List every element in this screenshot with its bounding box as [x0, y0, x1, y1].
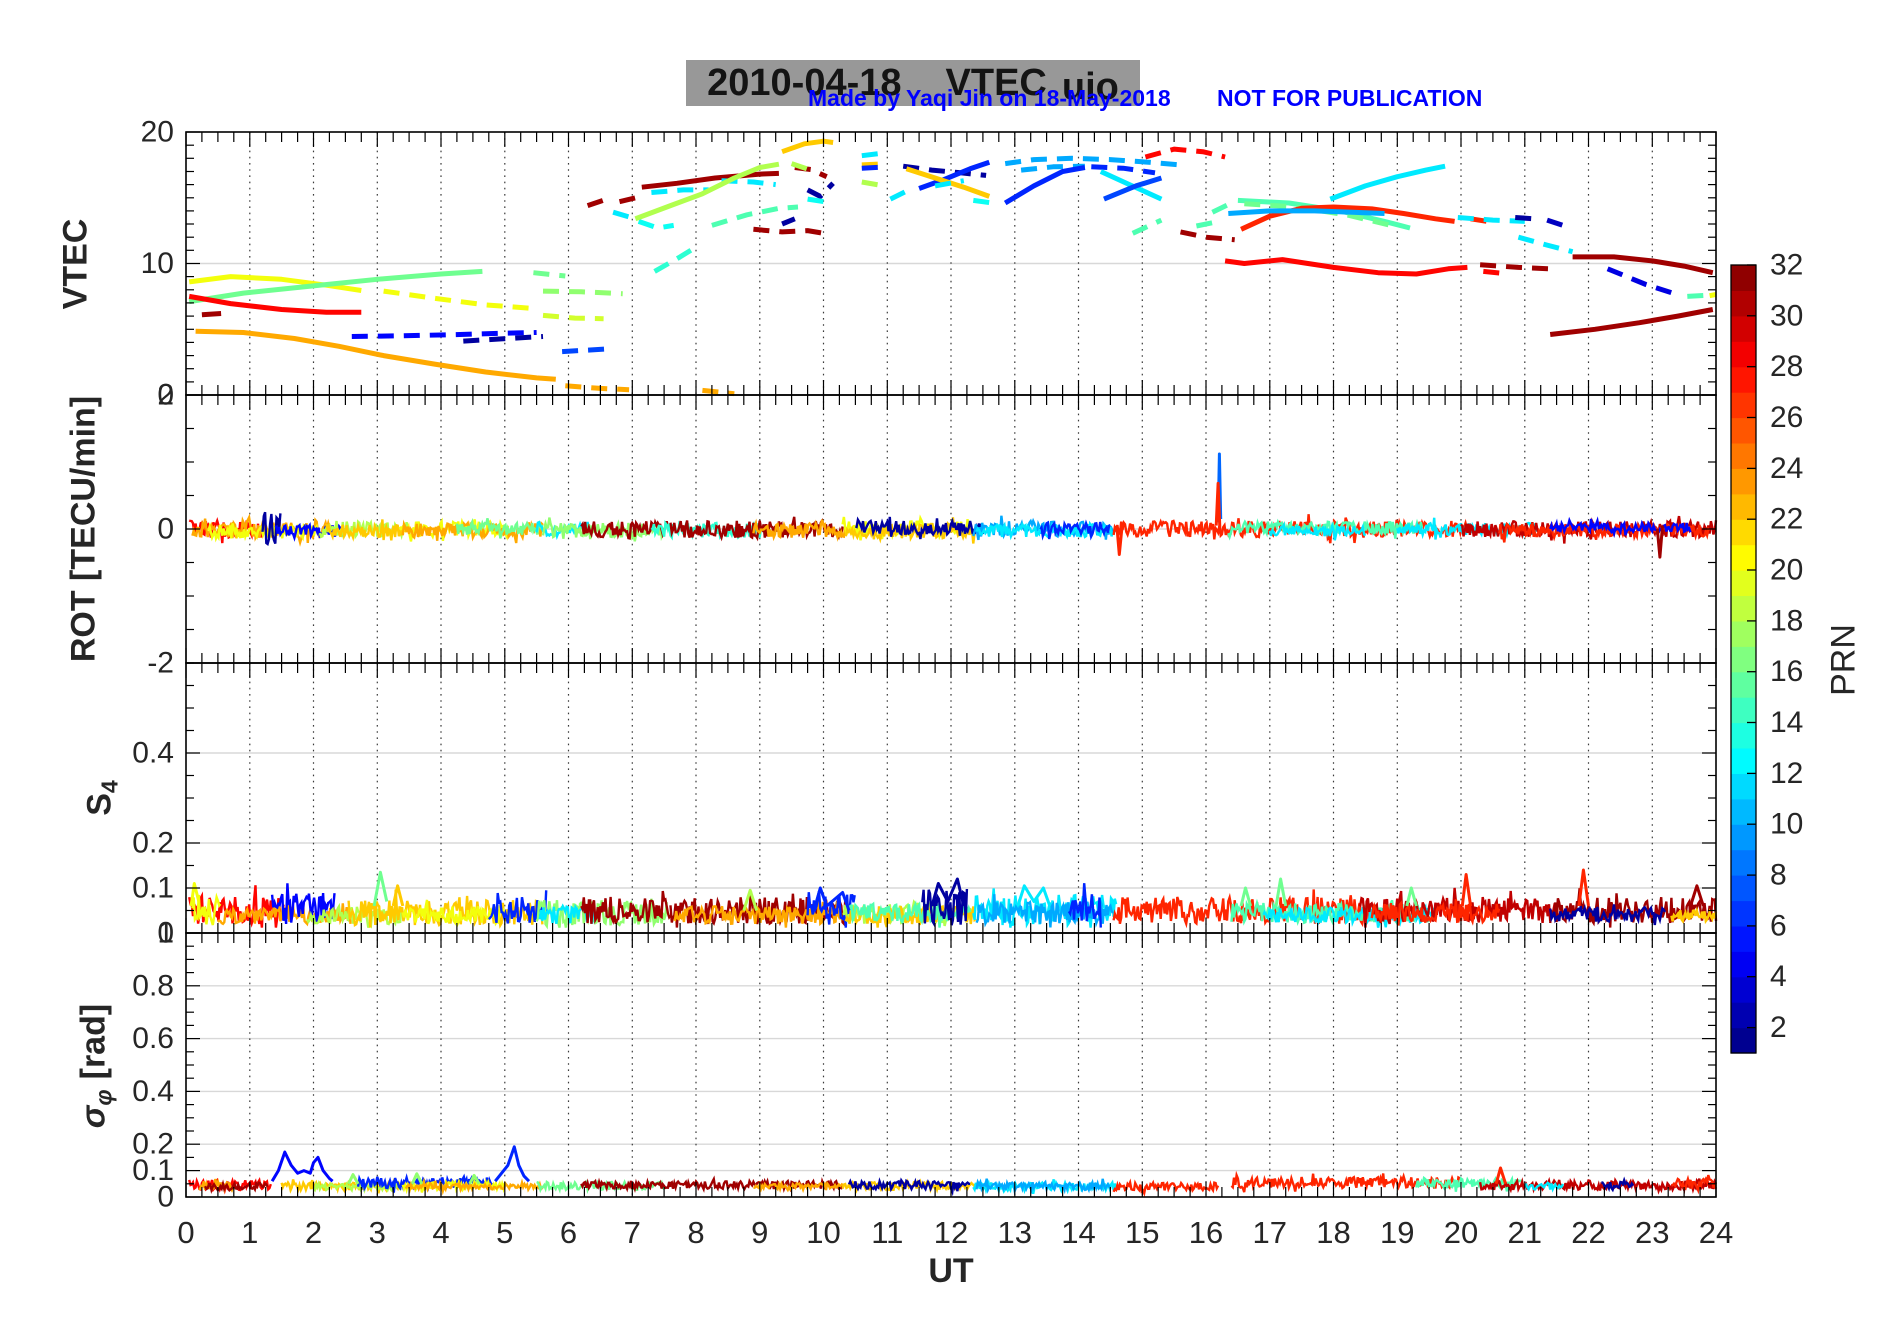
s4-sub: 4 [96, 780, 123, 794]
svg-text:3: 3 [369, 1215, 386, 1250]
svg-text:7: 7 [624, 1215, 641, 1250]
svg-text:13: 13 [998, 1215, 1032, 1250]
panel-s4: 0 0.1 0.2 0.4 [132, 662, 1718, 950]
svg-text:26: 26 [1770, 401, 1803, 434]
svg-text:0: 0 [177, 1215, 194, 1250]
svg-text:18: 18 [1316, 1215, 1350, 1250]
svg-text:0.6: 0.6 [132, 1022, 174, 1055]
svg-text:10: 10 [806, 1215, 840, 1250]
svg-text:5: 5 [496, 1215, 513, 1250]
svg-text:12: 12 [1770, 757, 1803, 790]
svg-text:20: 20 [141, 116, 174, 149]
title-station: uio [1061, 65, 1119, 108]
credit-note: Made by Yaqi Jin on 18-May-2018 [808, 85, 1171, 111]
svg-text:2: 2 [157, 379, 174, 412]
title-bar: 2010-04-18 VTEC uio [686, 60, 1140, 108]
svg-text:11: 11 [871, 1215, 903, 1250]
svg-text:0.1: 0.1 [132, 1154, 174, 1187]
svg-text:17: 17 [1253, 1215, 1287, 1250]
svg-text:32: 32 [1770, 249, 1803, 282]
svg-text:14: 14 [1061, 1215, 1095, 1250]
svg-text:22: 22 [1770, 503, 1803, 536]
svg-text:16: 16 [1189, 1215, 1223, 1250]
svg-text:24: 24 [1699, 1215, 1733, 1250]
svg-text:14: 14 [1770, 706, 1803, 739]
svg-text:0: 0 [157, 379, 174, 412]
colorbar-label-prn: PRN [1824, 624, 1863, 696]
panel-vtec: 0 10 20 [141, 116, 1717, 412]
ylabel-rot: ROT [TECU/min] [64, 395, 103, 663]
svg-text:4: 4 [432, 1215, 449, 1250]
ylabel-s4: S4 [80, 780, 123, 816]
annotation: Made by Yaqi Jin on 18-May-2018 NOT FOR … [808, 85, 1482, 112]
svg-text:9: 9 [751, 1215, 768, 1250]
svg-text:0: 0 [157, 1181, 174, 1214]
svg-text:24: 24 [1770, 452, 1803, 485]
svg-text:0.4: 0.4 [132, 1075, 174, 1108]
svg-text:0: 0 [157, 917, 174, 950]
svg-text:0.8: 0.8 [132, 969, 174, 1002]
svg-text:18: 18 [1770, 604, 1803, 637]
svg-text:0: 0 [157, 513, 174, 546]
svg-text:4: 4 [1770, 960, 1787, 993]
xlabel-ut: UT [928, 1252, 974, 1290]
x-axis-labels: 0 1 2 3 4 5 6 7 8 9 10 11 12 13 14 15 16 17 18 19 20 21 22 23 24 [177, 1215, 1733, 1250]
svg-text:0.4: 0.4 [132, 737, 174, 770]
svg-text:22: 22 [1571, 1215, 1605, 1250]
svg-text:15: 15 [1125, 1215, 1159, 1250]
svg-text:2: 2 [305, 1215, 322, 1250]
svg-text:6: 6 [560, 1215, 577, 1250]
svg-text:30: 30 [1770, 299, 1803, 332]
panel-sigma_phi: 00.10.20.40.60.81 [132, 917, 1718, 1214]
svg-text:0.2: 0.2 [132, 827, 174, 860]
phi-sub: φ [90, 1089, 117, 1106]
svg-text:21: 21 [1508, 1215, 1542, 1250]
svg-text:23: 23 [1635, 1215, 1669, 1250]
svg-text:10: 10 [1770, 808, 1803, 841]
sigma-symbol: σ [74, 1105, 113, 1129]
ylabel-vtec: VTEC [56, 218, 95, 310]
s4-main: S [80, 793, 119, 816]
svg-text:0.2: 0.2 [132, 1128, 174, 1161]
svg-text:12: 12 [934, 1215, 968, 1250]
sigma-unit: [rad] [74, 1003, 113, 1080]
svg-text:10: 10 [141, 247, 174, 280]
svg-text:-2: -2 [147, 647, 174, 680]
svg-text:1: 1 [157, 917, 174, 950]
svg-text:1: 1 [241, 1215, 258, 1250]
svg-text:19: 19 [1380, 1215, 1414, 1250]
svg-text:20: 20 [1770, 554, 1803, 587]
svg-text:20: 20 [1444, 1215, 1478, 1250]
title-date: 2010-04-18 [707, 61, 902, 104]
svg-text:6: 6 [1770, 909, 1787, 942]
publication-warning: NOT FOR PUBLICATION [1217, 85, 1483, 111]
svg-text:8: 8 [1770, 859, 1787, 892]
svg-text:8: 8 [687, 1215, 704, 1250]
title-name: VTEC [945, 61, 1047, 104]
svg-text:2: 2 [1770, 1011, 1787, 1044]
svg-text:28: 28 [1770, 350, 1803, 383]
ylabel-sigma-phi: σφ [rad] [74, 1004, 117, 1128]
svg-text:16: 16 [1770, 655, 1803, 688]
svg-text:0.1: 0.1 [132, 872, 174, 905]
